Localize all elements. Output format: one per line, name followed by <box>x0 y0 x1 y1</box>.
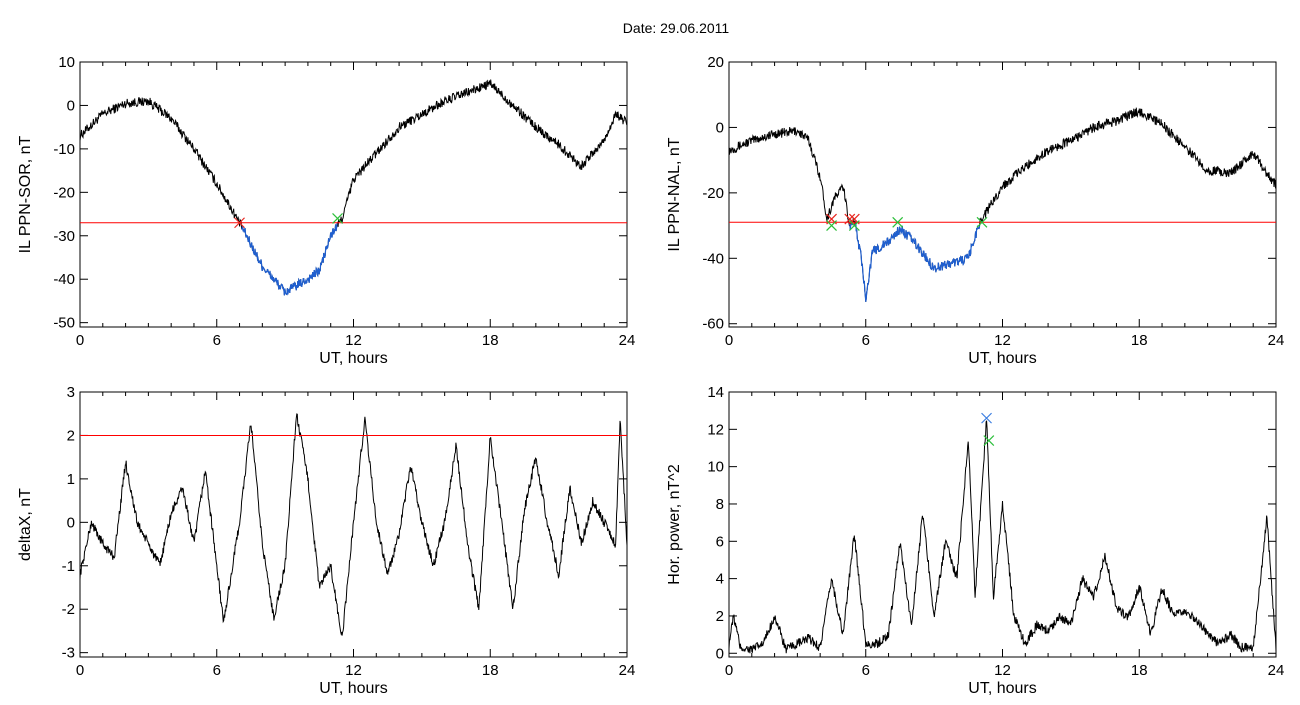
marker-green <box>983 435 995 446</box>
plot-frame <box>728 61 1277 328</box>
x-axis-title: UT, hours <box>968 350 1036 367</box>
y-tick-label: 0 <box>716 645 724 662</box>
marker-stroke <box>844 213 856 225</box>
marker-stroke <box>826 220 837 232</box>
x-tick-label: 12 <box>345 332 362 349</box>
marker-stroke <box>332 212 343 224</box>
y-tick-label: 6 <box>716 533 724 550</box>
x-tick-label: 6 <box>862 662 870 679</box>
x-tick-label: 24 <box>619 332 636 349</box>
panel-nal: 0 6 12 18 24 -60 -40 -20 0 20 UT, hours IL PPN-NAL,… <box>666 54 1284 367</box>
y-tick-label: 3 <box>67 384 75 401</box>
x-tick-label: 6 <box>862 332 870 349</box>
x-tick-label: 18 <box>1131 662 1148 679</box>
plot-frame <box>79 61 628 328</box>
y-tick-label: -50 <box>53 315 75 332</box>
y-tick-label: 10 <box>707 459 724 476</box>
y-tick-label: 0 <box>716 119 724 136</box>
x-tick-label: 6 <box>213 662 221 679</box>
marker-green <box>848 220 860 232</box>
x-tick-label: 18 <box>1131 332 1148 349</box>
y-tick-label: -40 <box>702 250 724 267</box>
x-tick-label: 6 <box>213 332 221 349</box>
marker-stroke <box>234 217 245 229</box>
marker-blue <box>981 412 992 424</box>
y-tick-label: 1 <box>67 471 75 488</box>
y-tick-label: -3 <box>62 645 75 662</box>
marker-green <box>332 212 343 224</box>
x-axis-title: UT, hours <box>319 680 387 697</box>
x-tick-label: 18 <box>482 332 499 349</box>
marker-green <box>826 220 837 232</box>
x-tick-label: 0 <box>76 332 84 349</box>
marker-green <box>976 216 988 228</box>
trace-line <box>728 107 1277 302</box>
below-threshold-trace <box>848 222 981 302</box>
x-tick-label: 12 <box>994 662 1011 679</box>
y-tick-label: 2 <box>716 608 724 625</box>
y-tick-label: 12 <box>707 421 724 438</box>
marker-stroke <box>981 412 992 424</box>
y-tick-label: -10 <box>53 141 75 158</box>
trace-line <box>79 79 628 296</box>
x-tick-label: 0 <box>725 332 733 349</box>
y-tick-label: 2 <box>67 427 75 444</box>
x-axis-title: UT, hours <box>319 350 387 367</box>
y-tick-label: 10 <box>58 54 75 71</box>
marker-red <box>844 213 856 225</box>
y-tick-label: 14 <box>707 384 724 401</box>
panel-sor: 0 6 12 18 24 -50 -40 -30 -20 -10 0 10 UT, hours IL PP… <box>17 54 635 367</box>
x-tick-label: 12 <box>345 662 362 679</box>
x-tick-label: 24 <box>1268 662 1285 679</box>
y-tick-label: -30 <box>53 228 75 245</box>
y-tick-label: -1 <box>62 558 75 575</box>
marker-stroke <box>848 220 860 232</box>
date-title: Date: 29.06.2011 <box>623 20 730 36</box>
below-threshold-trace <box>242 223 339 295</box>
y-axis-title: IL PPN-SOR, nT <box>17 135 34 253</box>
x-tick-label: 18 <box>482 662 499 679</box>
y-axis-title: deltaX, nT <box>17 488 34 561</box>
trace-line <box>79 413 628 636</box>
x-tick-label: 0 <box>76 662 84 679</box>
marker-stroke <box>892 216 904 228</box>
marker-green <box>892 216 904 228</box>
trace-line <box>728 420 1277 654</box>
y-tick-label: 0 <box>67 97 75 114</box>
marker-stroke <box>983 435 995 446</box>
y-tick-label: 8 <box>716 496 724 513</box>
x-axis-title: UT, hours <box>968 680 1036 697</box>
y-tick-label: 0 <box>67 514 75 531</box>
y-tick-label: -60 <box>702 316 724 333</box>
y-tick-label: 20 <box>707 54 724 71</box>
y-tick-label: -40 <box>53 271 75 288</box>
y-tick-label: -20 <box>702 185 724 202</box>
marker-red <box>234 217 245 229</box>
x-tick-label: 0 <box>725 662 733 679</box>
x-tick-label: 24 <box>619 662 636 679</box>
y-tick-label: -2 <box>62 601 75 618</box>
x-tick-label: 24 <box>1268 332 1285 349</box>
y-tick-label: -20 <box>53 184 75 201</box>
y-axis-title: IL PPN-NAL, nT <box>666 137 683 251</box>
y-axis-title: Hor. power, nT^2 <box>666 464 683 585</box>
marker-stroke <box>976 216 988 228</box>
y-tick-label: 4 <box>716 571 724 588</box>
x-tick-label: 12 <box>994 332 1011 349</box>
